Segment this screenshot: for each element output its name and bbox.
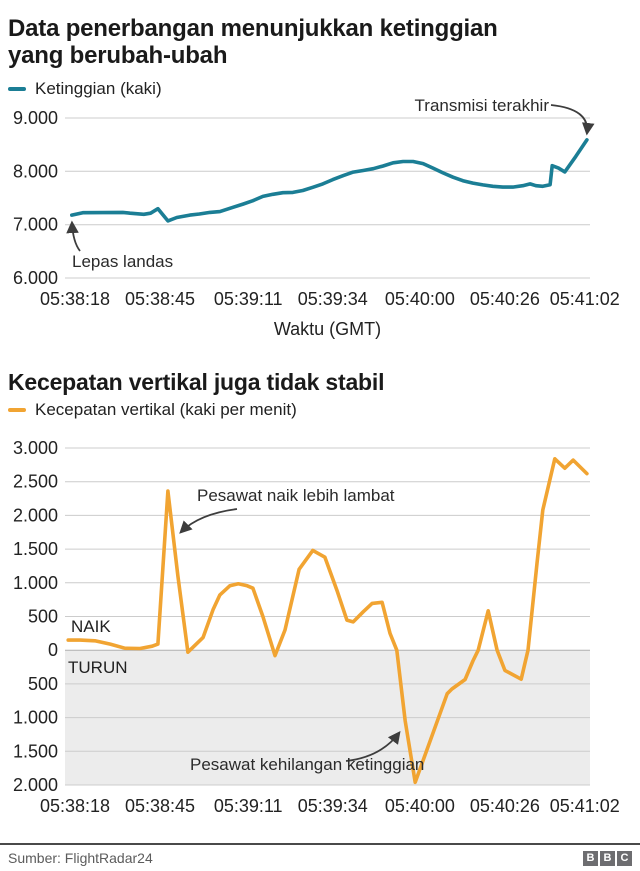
x-tick-label: 05:39:11 [214, 796, 283, 816]
y-tick-label: 2.000 [13, 505, 58, 525]
vertical-speed-legend-swatch [8, 407, 26, 413]
bbc-logo: B B C [583, 850, 632, 866]
zone-label: NAIK [71, 617, 111, 636]
x-tick-label: 05:40:00 [385, 796, 455, 816]
x-tick-label: 05:38:18 [40, 289, 110, 309]
vertical-speed-legend-label: Kecepatan vertikal (kaki per menit) [35, 400, 297, 419]
y-tick-label: 1.500 [13, 539, 58, 559]
source-credit: Sumber: FlightRadar24 [8, 850, 153, 866]
x-axis-title: Waktu (GMT) [274, 319, 381, 339]
altitude-chart-title: Data penerbangan menunjukkan ketinggian y… [8, 15, 498, 69]
y-tick-label: 7.000 [13, 215, 58, 235]
vertical-speed-chart-title: Kecepatan vertikal juga tidak stabil [8, 369, 384, 396]
annotation-label: Transmisi terakhir [415, 96, 550, 115]
vertical-speed-chart: 3.000 2.500 2.000 1.500 1.000 500 0 500 1.000 1.5… [13, 438, 620, 816]
x-tick-label: 05:39:11 [214, 289, 283, 309]
bbc-logo-letter: C [617, 850, 632, 866]
bbc-logo-letter: B [600, 850, 615, 866]
annotation-arrow [345, 730, 401, 762]
y-tick-label: 0 [48, 640, 58, 660]
altitude-line [70, 138, 589, 223]
footer-divider [0, 843, 640, 845]
altitude-legend-swatch [8, 86, 26, 92]
y-tick-label: 500 [28, 674, 58, 694]
x-tick-label: 05:41:02 [550, 289, 620, 309]
annotation-label: Pesawat naik lebih lambat [197, 486, 395, 505]
y-tick-label: 8.000 [13, 161, 58, 181]
annotation-arrow [179, 508, 238, 534]
x-tick-label: 05:40:26 [470, 289, 540, 309]
annotation-arrow [550, 104, 595, 136]
x-tick-label: 05:40:00 [385, 289, 455, 309]
title-line-1: Kecepatan vertikal juga tidak stabil [8, 369, 385, 395]
altitude-legend-label: Ketinggian (kaki) [35, 79, 162, 98]
x-tick-label: 05:38:18 [40, 796, 110, 816]
altitude-legend: Ketinggian (kaki) [8, 79, 162, 98]
y-tick-label: 9.000 [13, 108, 58, 128]
annotation-label: Lepas landas [72, 252, 173, 271]
footer: Sumber: FlightRadar24 B B C [0, 850, 640, 866]
vertical-speed-line [66, 457, 589, 785]
x-tick-label: 05:39:34 [298, 796, 368, 816]
y-tick-label: 3.000 [13, 438, 58, 458]
y-tick-label: 1.000 [13, 573, 58, 593]
x-tick-label: 05:40:26 [470, 796, 540, 816]
y-tick-label: 2.000 [13, 775, 58, 795]
x-tick-label: 05:38:45 [125, 796, 195, 816]
x-tick-label: 05:41:02 [550, 796, 620, 816]
x-tick-label: 05:39:34 [298, 289, 368, 309]
annotation-arrow [66, 220, 81, 252]
title-line-1: Data penerbangan menunjukkan ketinggian [8, 15, 498, 42]
y-tick-label: 6.000 [13, 268, 58, 288]
y-tick-label: 500 [28, 607, 58, 627]
y-tick-label: 1.000 [13, 708, 58, 728]
annotation-label: Pesawat kehilangan ketinggian [190, 755, 424, 774]
y-tick-label: 2.500 [13, 472, 58, 492]
x-tick-label: 05:38:45 [125, 289, 195, 309]
vertical-speed-legend: Kecepatan vertikal (kaki per menit) [8, 400, 297, 419]
y-tick-label: 1.500 [13, 741, 58, 761]
bbc-logo-letter: B [583, 850, 598, 866]
title-line-2: yang berubah-ubah [8, 42, 228, 69]
zone-label: TURUN [68, 658, 128, 677]
